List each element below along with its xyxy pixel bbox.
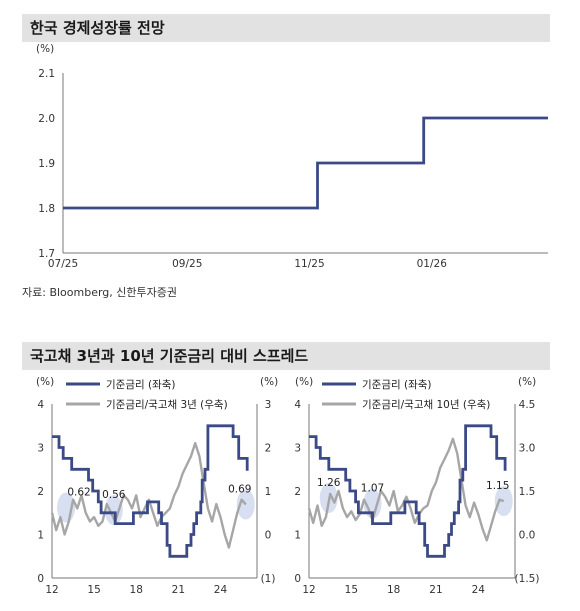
- x-tick-label: 15: [87, 584, 100, 596]
- left-y-tick-label: 4: [294, 399, 301, 411]
- annotation-label: 0.62: [67, 487, 90, 499]
- right-y-tick-label: (1.5): [515, 573, 540, 585]
- x-tick-label: 21: [429, 584, 442, 596]
- policy-rate-line: [52, 424, 249, 558]
- x-tick-label: 24: [214, 584, 228, 596]
- x-tick-label: 24: [472, 584, 486, 596]
- right-y-tick-label: 2: [265, 443, 272, 455]
- y-tick-label: 2.0: [38, 113, 55, 125]
- right-y-tick-label: 3.0: [519, 443, 536, 455]
- left-y-tick-label: 1: [37, 530, 44, 542]
- x-tick-label: 12: [302, 584, 315, 596]
- annotation-label: 1.26: [317, 477, 341, 489]
- right-y-tick-label: (1): [261, 573, 276, 585]
- annotation-label: 0.56: [102, 489, 126, 501]
- right-axis-unit: (%): [260, 376, 278, 388]
- left-y-tick-label: 2: [37, 486, 44, 498]
- y-tick-label: 1.9: [38, 158, 55, 170]
- panel-title-spread: 국고채 3년과 10년 기준금리 대비 스프레드: [22, 342, 550, 370]
- x-tick-label: 07/25: [48, 258, 78, 270]
- left-y-tick-label: 4: [37, 399, 44, 411]
- left-axis-unit: (%): [295, 376, 313, 388]
- annotation-label: 0.69: [228, 483, 251, 495]
- x-tick-label: 11/25: [294, 258, 324, 270]
- right-y-tick-label: 1.5: [519, 486, 536, 498]
- x-tick-label: 21: [172, 584, 185, 596]
- growth-forecast-line: [63, 116, 548, 210]
- y-axis-unit: (%): [36, 43, 54, 55]
- left-y-tick-label: 2: [294, 486, 301, 498]
- x-tick-label: 12: [45, 584, 58, 596]
- spread-line: [50, 441, 247, 549]
- right-y-tick-label: 0.0: [519, 530, 536, 542]
- legend-label-spread: 기준금리/국고채 10년 (우축): [362, 399, 490, 411]
- right-y-tick-label: 3: [265, 399, 272, 411]
- source-note: 자료: Bloomberg, 신한투자증권: [22, 286, 177, 299]
- x-tick-label: 18: [130, 584, 143, 596]
- x-tick-label: 15: [345, 584, 358, 596]
- right-y-tick-label: 1: [265, 486, 272, 498]
- left-y-tick-label: 0: [37, 573, 44, 585]
- left-axis-unit: (%): [36, 376, 54, 388]
- annotation-label: 1.15: [486, 480, 509, 492]
- x-tick-label: 18: [387, 584, 400, 596]
- spread-line: [307, 437, 505, 542]
- x-tick-label: 01/26: [417, 258, 448, 270]
- panel-title-growth-forecast: 한국 경제성장률 전망: [22, 14, 550, 42]
- legend-label-spread: 기준금리/국고채 3년 (우축): [106, 399, 228, 411]
- right-axis-unit: (%): [518, 376, 536, 388]
- left-y-tick-label: 3: [37, 443, 44, 455]
- y-tick-label: 1.7: [38, 248, 55, 260]
- left-y-tick-label: 1: [294, 530, 301, 542]
- policy-rate-line: [309, 424, 507, 558]
- highlight-ellipse: [104, 495, 123, 526]
- right-y-tick-label: 4.5: [519, 399, 536, 411]
- y-tick-label: 1.8: [38, 203, 55, 215]
- legend-label-policy-rate: 기준금리 (좌축): [362, 379, 432, 391]
- legend-label-policy-rate: 기준금리 (좌축): [106, 379, 176, 391]
- annotation-label: 1.07: [361, 482, 384, 494]
- right-y-tick-label: 0: [265, 530, 272, 542]
- left-y-tick-label: 0: [294, 573, 301, 585]
- left-y-tick-label: 3: [294, 443, 301, 455]
- x-tick-label: 09/25: [172, 258, 202, 270]
- highlight-ellipse: [494, 486, 513, 517]
- y-tick-label: 2.1: [38, 68, 55, 80]
